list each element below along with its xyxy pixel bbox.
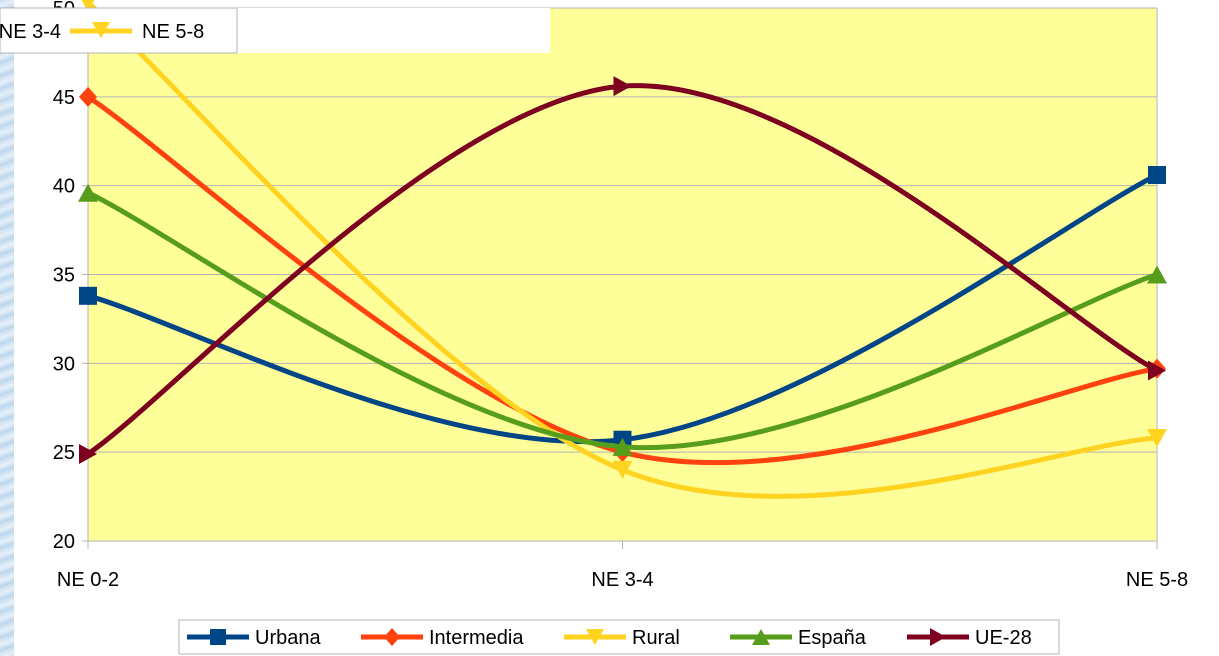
y-tick-label: 25	[53, 442, 75, 464]
legend-marker-intermedia	[384, 628, 400, 646]
legend-marker-urbana	[210, 629, 226, 645]
data-point-urbana	[1148, 166, 1166, 185]
top-legend-marker	[92, 22, 110, 38]
x-tick-label: NE 0-2	[57, 569, 119, 591]
top-legend-label: NE 5-8	[142, 21, 204, 43]
data-point-espa-a	[612, 437, 633, 456]
data-point-rural	[612, 460, 633, 479]
background-strip	[0, 0, 14, 656]
legend-label-ue-28: UE-28	[975, 627, 1032, 649]
legend-label-espa-a: España	[798, 627, 867, 649]
legend-marker-ue-28	[930, 628, 946, 646]
series-line-rural	[85, 0, 1160, 499]
data-point-ue-28	[79, 443, 97, 464]
y-tick-label: 35	[53, 265, 75, 287]
y-tick-label: 40	[53, 176, 75, 198]
y-tick-label: 20	[53, 531, 75, 553]
data-point-espa-a	[78, 183, 98, 202]
data-point-espa-a	[1147, 265, 1167, 284]
x-tick-label: NE 3-4	[591, 569, 653, 591]
data-point-urbana	[79, 286, 97, 305]
data-point-ue-28	[613, 76, 632, 97]
x-tick-label: NE 5-8	[1126, 569, 1188, 591]
data-point-ue-28	[1148, 360, 1166, 381]
legend-label-urbana: Urbana	[255, 627, 321, 649]
data-point-intermedia	[79, 86, 97, 107]
legend-label-rural: Rural	[632, 627, 680, 649]
data-point-rural	[81, 0, 95, 12]
y-tick-label: 30	[53, 353, 75, 375]
top-legend-label: NE 3-4	[0, 21, 61, 43]
legend-marker-espa-a	[752, 629, 770, 645]
legend-marker-rural	[586, 629, 604, 645]
y-tick-label: 45	[53, 87, 75, 109]
data-point-rural	[1147, 428, 1167, 447]
legend-label-intermedia: Intermedia	[429, 627, 524, 649]
